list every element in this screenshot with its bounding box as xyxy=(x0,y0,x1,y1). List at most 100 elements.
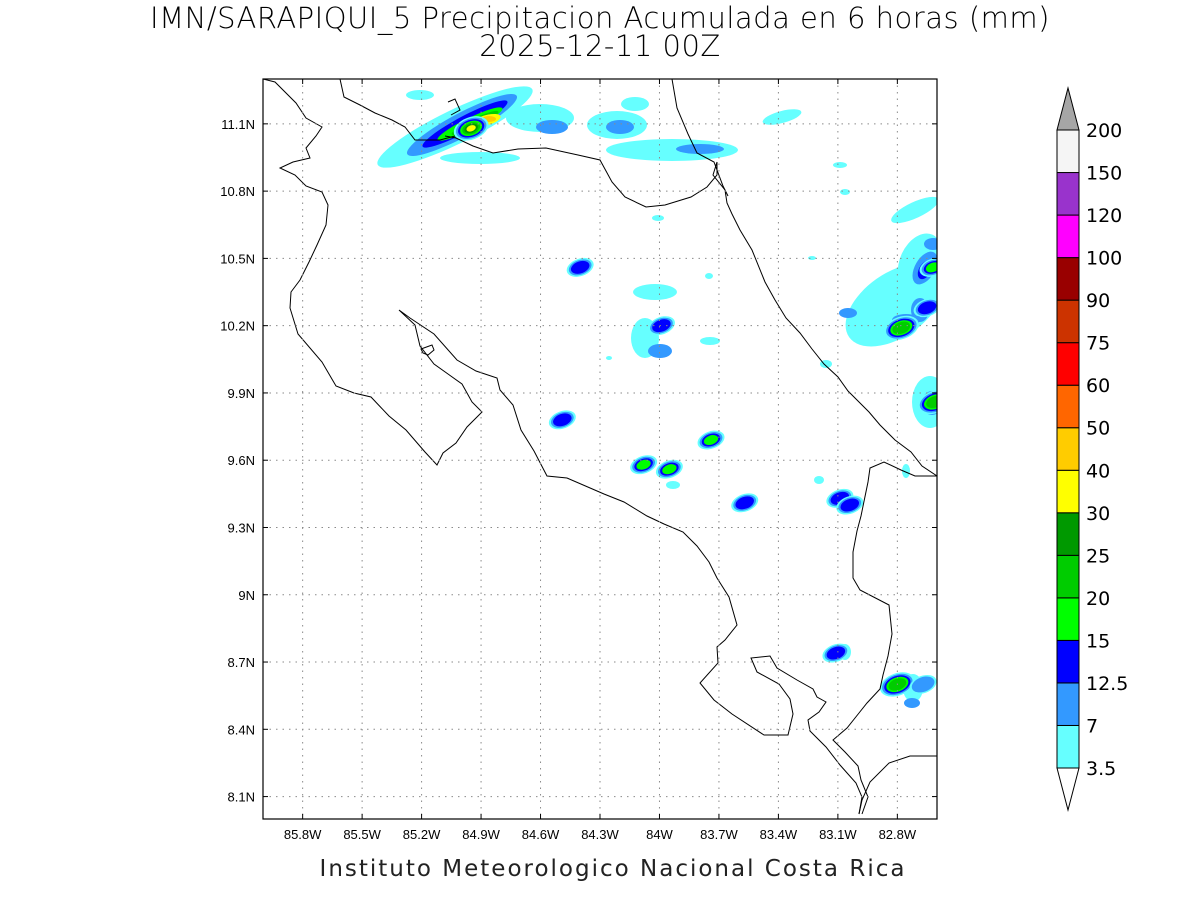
precip-cell-ring xyxy=(553,413,572,427)
colorbar-label: 40 xyxy=(1086,460,1110,482)
figure-title: IMN/SARAPIQUI_5 Precipitacion Acumulada … xyxy=(0,1,1200,63)
colorbar-below-arrow xyxy=(1056,767,1080,812)
lon-tick-label: 84.9W xyxy=(462,827,500,842)
precip-cell xyxy=(697,430,725,450)
colorbar-label: 50 xyxy=(1086,418,1110,440)
precip-cell-ring xyxy=(466,125,476,132)
precip-cell-ring xyxy=(892,321,911,335)
colorbar: 3.5 7 12.5 15 20 25 30 40 50 60 75 90 100 120 150 200 xyxy=(1056,86,1128,812)
northern-coast xyxy=(671,79,729,197)
colorbar-label: 75 xyxy=(1086,333,1110,355)
colorbar-segment xyxy=(1056,257,1080,301)
colorbar-label: 3.5 xyxy=(1086,758,1116,780)
lon-tick-label: 85.5W xyxy=(343,827,381,842)
precip-cell xyxy=(917,389,937,415)
colorbar-segment xyxy=(1056,214,1080,259)
institution-credit: Instituto Meteorologico Nacional Costa R… xyxy=(319,856,907,882)
colorbar-label: 100 xyxy=(1086,248,1122,270)
colorbar-segment xyxy=(1056,427,1080,471)
colorbar-label: 30 xyxy=(1086,503,1110,525)
colorbar-segment xyxy=(1056,342,1080,386)
precip-cell xyxy=(731,493,759,513)
precip-cell xyxy=(909,674,937,694)
nicaragua-border xyxy=(444,135,718,208)
colorbar-label: 90 xyxy=(1086,290,1110,312)
colorbar-label: 15 xyxy=(1086,630,1110,652)
colorbar-segment xyxy=(1056,554,1080,599)
precip-cell xyxy=(913,298,937,318)
gulf-island xyxy=(420,344,435,356)
precip-cell xyxy=(566,257,594,277)
map-background xyxy=(263,79,937,819)
lat-tick-label: 11.1N xyxy=(221,117,255,132)
precip-cell-ring xyxy=(652,319,671,333)
precip-cell xyxy=(453,116,489,141)
precip-cell-ring xyxy=(662,464,677,475)
colorbar-segment xyxy=(1056,597,1080,641)
lat-tick-label: 8.1N xyxy=(228,790,255,805)
lat-tick-label: 8.4N xyxy=(228,722,255,737)
colorbar-label: 7 xyxy=(1086,715,1098,737)
precip-cell-ring xyxy=(840,498,860,512)
nicaragua-lake-shore xyxy=(339,79,456,141)
precip-cell-ring xyxy=(570,260,590,274)
precip-cell-ring xyxy=(926,395,937,409)
precip-cell-ring xyxy=(917,301,937,315)
lon-tick-label: 84W xyxy=(646,827,673,842)
southern-peninsula-east xyxy=(858,755,937,815)
precip-cell-ring xyxy=(826,646,846,660)
colorbar-segment xyxy=(1056,172,1080,216)
lat-tick-label: 9.3N xyxy=(228,520,255,535)
pacific-coastline-nw xyxy=(263,79,863,815)
precip-cell xyxy=(647,316,675,336)
precip-cell-ring xyxy=(735,496,754,510)
precip-cell-ring xyxy=(636,459,651,470)
title-line-1: IMN/SARAPIQUI_5 Precipitacion Acumulada … xyxy=(150,1,1050,35)
colorbar-segment xyxy=(1056,639,1080,684)
lat-tick-label: 10.2N xyxy=(220,319,255,334)
lat-tick-label: 10.8N xyxy=(220,184,255,199)
colorbar-above-arrow xyxy=(1056,86,1080,131)
colorbar-label: 12.5 xyxy=(1086,673,1128,695)
lon-tick-label: 84.3W xyxy=(581,827,619,842)
colorbar-segment xyxy=(1056,129,1080,174)
colorbar-segment xyxy=(1056,299,1080,344)
map-panel: 85.8W 85.5W 85.2W 84.9W 84.6W 84.3W 84W 83.7W 83… xyxy=(220,78,938,842)
precip-cell-ring xyxy=(703,435,719,446)
colorbar-label: 60 xyxy=(1086,375,1110,397)
colorbar-segment xyxy=(1056,724,1080,769)
precip-cell xyxy=(630,455,658,475)
colorbar-label: 20 xyxy=(1086,588,1110,610)
lon-tick-label: 85.8W xyxy=(284,827,322,842)
map-frame xyxy=(262,78,938,820)
lon-tick-label: 84.6W xyxy=(522,827,560,842)
precip-cell-ring xyxy=(911,676,935,693)
lat-tick-label: 8.7N xyxy=(228,655,255,670)
colorbar-label: 120 xyxy=(1086,205,1122,227)
precip-cell xyxy=(548,410,576,430)
lat-tick-label: 9N xyxy=(238,588,255,603)
colorbar-label: 200 xyxy=(1086,120,1122,142)
colorbar-segment xyxy=(1056,469,1080,514)
lake-small xyxy=(447,98,461,116)
lon-tick-label: 83.4W xyxy=(760,827,798,842)
caribbean-coastline xyxy=(712,161,937,477)
lon-tick-label: 85.2W xyxy=(403,827,441,842)
axis-ticks: 85.8W 85.5W 85.2W 84.9W 84.6W 84.3W 84W 83.7W 83… xyxy=(220,79,937,842)
lon-tick-label: 83.7W xyxy=(700,827,738,842)
lat-tick-label: 9.6N xyxy=(228,453,255,468)
title-line-2: 2025-12-11 00Z xyxy=(479,29,721,63)
lat-tick-label: 9.9N xyxy=(228,386,255,401)
precip-cell xyxy=(822,643,850,663)
lon-tick-label: 83.1W xyxy=(819,827,857,842)
precip-cell xyxy=(836,495,864,515)
lon-tick-label: 82.8W xyxy=(879,827,917,842)
colorbar-segment xyxy=(1056,512,1080,556)
lat-tick-label: 10.5N xyxy=(220,251,255,266)
panama-border xyxy=(832,461,937,815)
precip-cell xyxy=(655,459,683,479)
precip-cell xyxy=(883,315,919,341)
colorbar-label: 150 xyxy=(1086,163,1122,185)
colorbar-segment xyxy=(1056,682,1080,726)
